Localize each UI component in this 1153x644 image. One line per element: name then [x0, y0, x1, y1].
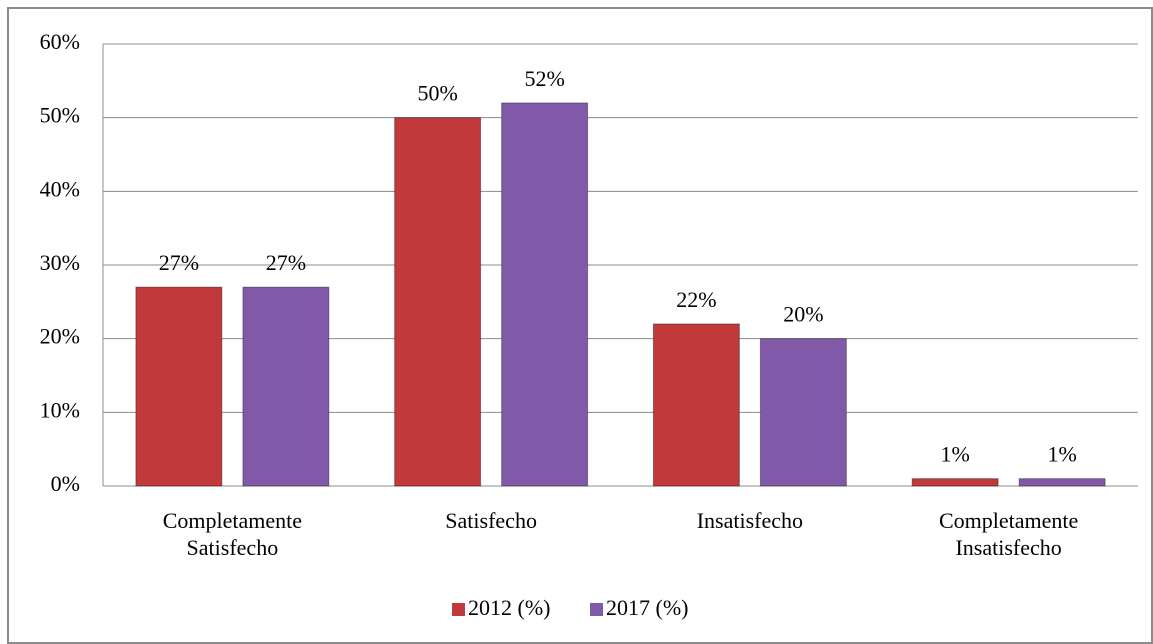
y-tick-label: 30%	[40, 250, 80, 275]
value-label: 52%	[524, 66, 564, 91]
y-tick-label: 10%	[40, 397, 80, 422]
y-tick-label: 0%	[51, 471, 80, 496]
legend-swatch	[452, 603, 465, 616]
value-label: 27%	[266, 250, 306, 275]
x-tick-label: Completamente Satisfecho	[162, 508, 303, 560]
legend-label: 2017 (%)	[606, 595, 688, 620]
y-tick-label: 50%	[40, 103, 80, 128]
bar	[242, 286, 330, 487]
bar	[1018, 478, 1106, 487]
bar	[652, 323, 740, 487]
x-tick-label: Completamente Insatisfecho	[938, 508, 1079, 560]
y-tick-label: 40%	[40, 176, 80, 201]
bar	[135, 286, 223, 487]
x-tick-label: Satisfecho	[445, 508, 537, 533]
legend-swatch	[590, 603, 603, 616]
y-tick-label: 20%	[40, 324, 80, 349]
legend-label: 2012 (%)	[468, 595, 550, 620]
bar	[759, 338, 847, 487]
value-label: 20%	[783, 302, 823, 327]
value-label: 50%	[417, 81, 457, 106]
y-tick-label: 60%	[40, 29, 80, 54]
bar	[501, 102, 589, 487]
bar	[911, 478, 999, 487]
value-label: 22%	[676, 287, 716, 312]
bar	[394, 117, 482, 487]
value-label: 27%	[159, 250, 199, 275]
value-label: 1%	[1047, 442, 1076, 467]
value-label: 1%	[940, 442, 969, 467]
x-tick-label: Insatisfecho	[696, 508, 804, 533]
